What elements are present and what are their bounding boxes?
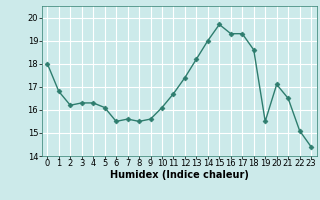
X-axis label: Humidex (Indice chaleur): Humidex (Indice chaleur) [110,170,249,180]
